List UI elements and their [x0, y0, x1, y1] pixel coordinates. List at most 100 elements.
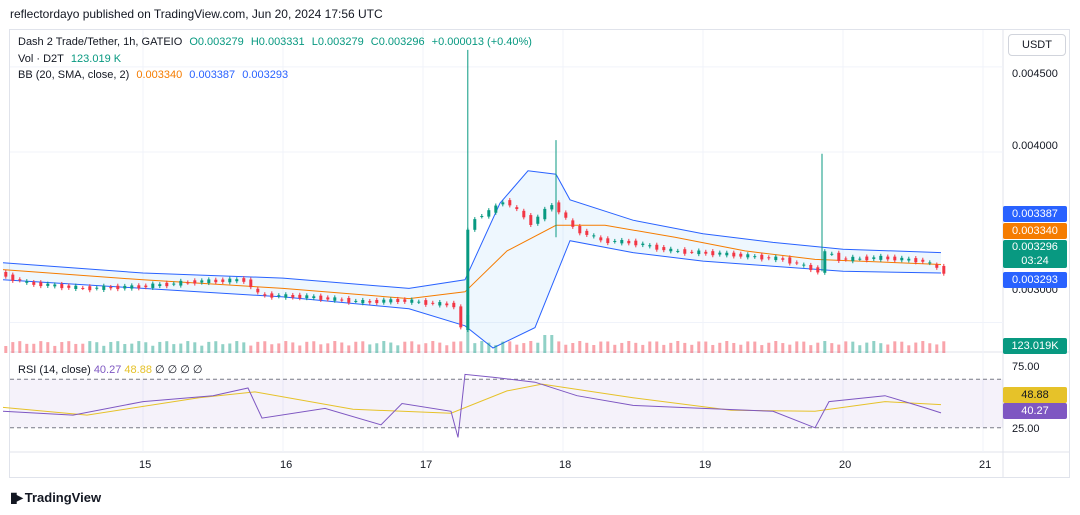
- volume-bar-43: [305, 341, 309, 353]
- bb-basis-value: 0.003340: [136, 69, 183, 81]
- volume-bar-127: [893, 341, 897, 353]
- candle-body-23: [165, 282, 169, 287]
- volume-bar-74: [522, 343, 526, 353]
- volume-bar-83: [585, 342, 589, 353]
- tradingview-logo[interactable]: ▮▸ TradingView: [10, 489, 101, 506]
- volume-legend[interactable]: Vol · D2T 123.019 K: [18, 53, 125, 65]
- volume-bar-32: [228, 343, 232, 353]
- candle-body-116: [816, 267, 820, 273]
- footer-brand: TradingView: [24, 490, 102, 505]
- candle-body-103: [725, 252, 729, 256]
- volume-bar-65: [459, 341, 463, 353]
- volume-bar-66: [466, 315, 470, 353]
- high-value: H0.003331: [250, 36, 305, 48]
- candle-body-115: [809, 264, 813, 271]
- volume-bar-118: [830, 343, 834, 353]
- rsi-ma-tag: 48.88: [1003, 387, 1067, 403]
- x-label-17: 17: [420, 459, 433, 471]
- candle-body-112: [788, 257, 792, 264]
- bb-lower-line: [2, 240, 942, 349]
- rsi-tick-75: 75.00: [1012, 361, 1040, 373]
- x-label-18: 18: [559, 459, 572, 471]
- rsi-tag: 40.27: [1003, 403, 1067, 419]
- candle-body-44: [312, 296, 316, 299]
- candle-body-133: [935, 264, 939, 268]
- candle-body-105: [739, 253, 743, 257]
- candle-body-41: [291, 294, 295, 298]
- candle-body-63: [445, 303, 449, 306]
- candle-body-131: [921, 259, 925, 262]
- rsi-tick-25: 25.00: [1012, 423, 1040, 435]
- bb-lower-value: 0.003293: [242, 69, 289, 81]
- volume-bar-52: [368, 344, 372, 353]
- volume-bar-97: [683, 342, 687, 353]
- volume-bar-30: [214, 341, 218, 353]
- candle-body-70: [494, 205, 498, 213]
- candle-body-39: [277, 295, 281, 297]
- volume-bar-38: [270, 344, 274, 353]
- volume-bar-56: [396, 345, 400, 353]
- volume-bar-53: [375, 343, 379, 353]
- candle-body-11: [81, 287, 85, 289]
- volume-label: Vol · D2T: [18, 53, 64, 65]
- currency-button[interactable]: USDT: [1008, 34, 1066, 56]
- candle-body-129: [907, 258, 911, 261]
- volume-bar-5: [39, 341, 43, 353]
- candle-body-28: [200, 280, 204, 283]
- candle-body-127: [893, 256, 897, 261]
- candle-body-72: [508, 200, 512, 206]
- volume-bar-125: [879, 343, 883, 353]
- volume-bar-86: [606, 341, 610, 353]
- candle-body-83: [585, 230, 589, 235]
- volume-bar-49: [347, 345, 351, 353]
- bb-basis-tag: 0.003340: [1003, 223, 1067, 239]
- volume-bar-119: [837, 344, 841, 353]
- symbol-legend[interactable]: Dash 2 Trade/Tether, 1h, GATEIO O0.00327…: [18, 36, 536, 48]
- volume-bar-42: [298, 345, 302, 353]
- bb-upper-tag: 0.003387: [1003, 206, 1067, 222]
- candle-body-57: [403, 299, 407, 302]
- volume-tag: 123.019K: [1003, 338, 1067, 354]
- candle-body-107: [753, 256, 757, 258]
- volume-bar-111: [781, 343, 785, 353]
- bb-legend[interactable]: BB (20, SMA, close, 2) 0.003340 0.003387…: [18, 69, 292, 81]
- volume-bar-63: [445, 345, 449, 353]
- volume-bar-44: [312, 341, 316, 353]
- bb-basis-line: [2, 224, 942, 300]
- candle-body-69: [487, 210, 491, 217]
- candle-body-64: [452, 302, 456, 308]
- candle-body-60: [424, 300, 428, 305]
- x-label-15: 15: [139, 459, 152, 471]
- rsi-legend[interactable]: RSI (14, close) 40.27 48.88 ∅ ∅ ∅ ∅: [18, 363, 203, 376]
- candle-body-76: [536, 216, 540, 224]
- bb-label: BB (20, SMA, close, 2): [18, 69, 130, 81]
- candle-body-82: [578, 225, 582, 234]
- volume-bar-25: [179, 343, 183, 353]
- volume-bar-45: [319, 344, 323, 353]
- candle-body-73: [515, 207, 519, 210]
- candle-body-119: [837, 252, 841, 261]
- volume-bar-39: [277, 343, 281, 353]
- volume-bar-68: [480, 341, 484, 353]
- volume-bar-124: [872, 341, 876, 353]
- candle-body-114: [802, 264, 806, 266]
- chart-frame: [9, 29, 1070, 478]
- candle-body-106: [746, 254, 750, 258]
- price-tick-4000: 0.004000: [1012, 140, 1058, 152]
- volume-bar-12: [88, 341, 92, 353]
- rsi-extras: ∅ ∅ ∅ ∅: [155, 364, 203, 376]
- candle-body-79: [557, 202, 561, 213]
- candle-body-14: [102, 285, 106, 290]
- volume-bar-103: [725, 341, 729, 353]
- volume-bar-123: [865, 342, 869, 353]
- rsi-line: [2, 373, 942, 438]
- countdown-value: 03:24: [1021, 255, 1049, 267]
- volume-bar-16: [116, 341, 120, 353]
- candle-body-117: [823, 251, 827, 273]
- candle-body-49: [347, 297, 351, 303]
- volume-bar-128: [900, 341, 904, 353]
- bb-upper-line: [2, 170, 942, 289]
- volume-bar-71: [501, 341, 505, 353]
- volume-bar-106: [746, 341, 750, 353]
